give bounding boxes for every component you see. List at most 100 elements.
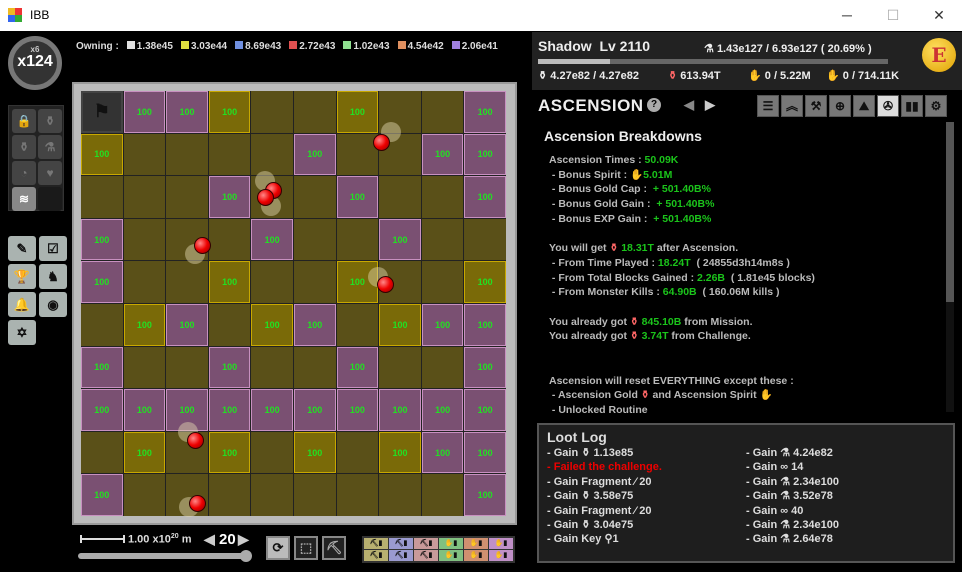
prev-panel-button[interactable]: ◀ <box>684 97 694 112</box>
empty-block[interactable] <box>123 346 166 389</box>
empty-block[interactable] <box>336 474 379 516</box>
empty-block[interactable] <box>166 133 208 176</box>
game-board[interactable]: ⚑ 100 100 100 100 100 100 100 100 100 100 100 100 100… <box>72 82 517 525</box>
empty-block[interactable] <box>251 91 293 133</box>
purple-block[interactable]: 100 <box>251 218 293 261</box>
help-icon[interactable]: ? <box>647 98 661 112</box>
close-button[interactable]: ✕ <box>933 7 945 23</box>
scroll-icon[interactable]: ✎ <box>8 236 36 261</box>
panel-tab-icon[interactable]: ⛰ <box>853 95 875 117</box>
empty-block[interactable] <box>208 474 251 516</box>
panel-tab-icon[interactable]: ☰ <box>757 95 779 117</box>
purple-block[interactable]: 100 <box>123 91 166 133</box>
level-slider[interactable] <box>78 550 252 562</box>
purple-block[interactable]: 100 <box>421 389 464 431</box>
empty-block[interactable] <box>421 261 464 303</box>
purple-block[interactable]: 100 <box>293 389 336 431</box>
flag-block[interactable]: ⚑ <box>81 91 123 133</box>
scroll-thumb[interactable] <box>946 122 954 302</box>
empty-block[interactable] <box>251 431 293 474</box>
monster-ball[interactable] <box>373 134 390 151</box>
empty-block[interactable] <box>81 303 123 346</box>
filter-toggle[interactable]: ⛏▮ <box>364 550 388 561</box>
yellow-block[interactable]: 100 <box>123 303 166 346</box>
monster-ball[interactable] <box>187 432 204 449</box>
empty-block[interactable] <box>293 474 336 516</box>
purple-block[interactable]: 100 <box>208 389 251 431</box>
next-panel-button[interactable]: ▶ <box>705 97 715 112</box>
refresh-button[interactable]: ⟳ <box>266 536 290 560</box>
purple-block[interactable]: 100 <box>208 346 251 389</box>
purple-block[interactable]: 100 <box>336 346 379 389</box>
purple-block[interactable]: 100 <box>464 389 506 431</box>
purple-block[interactable]: 100 <box>81 474 123 516</box>
purple-block[interactable]: 100 <box>251 389 293 431</box>
empty-block[interactable] <box>379 176 421 218</box>
empty-block[interactable] <box>379 346 421 389</box>
empty-block[interactable] <box>421 474 464 516</box>
empty-block[interactable] <box>166 261 208 303</box>
purple-block[interactable]: 100 <box>293 133 336 176</box>
yellow-block[interactable]: 100 <box>464 261 506 303</box>
filter-toggle[interactable]: ⛏▮ <box>414 550 438 561</box>
empty-block[interactable] <box>336 303 379 346</box>
purple-block[interactable]: 100 <box>293 303 336 346</box>
empty-block[interactable] <box>251 474 293 516</box>
panel-tab-icon[interactable]: ⊕ <box>829 95 851 117</box>
panel-tab-icon[interactable]: ▮▮ <box>901 95 923 117</box>
purple-block[interactable]: 100 <box>336 176 379 218</box>
panel-tab-icon[interactable]: ︽ <box>781 95 803 117</box>
filter-toggle[interactable]: ✋▮ <box>464 550 488 561</box>
purple-block[interactable]: 100 <box>421 303 464 346</box>
empty-block[interactable] <box>421 346 464 389</box>
yellow-block[interactable]: 100 <box>379 303 421 346</box>
purple-block[interactable]: 100 <box>81 389 123 431</box>
swirl-icon[interactable]: ◉ <box>39 292 67 317</box>
monster-ball[interactable] <box>377 276 394 293</box>
empty-block[interactable] <box>81 176 123 218</box>
multiplier-badge[interactable]: x6 x124 <box>8 36 62 90</box>
slider-handle[interactable] <box>240 550 252 562</box>
empty-block[interactable] <box>123 261 166 303</box>
empty-block[interactable] <box>123 176 166 218</box>
gold-bag-up-icon[interactable]: ⚱ <box>12 135 36 159</box>
yellow-block[interactable]: 100 <box>123 431 166 474</box>
yellow-block[interactable]: 100 <box>81 133 123 176</box>
filter-toggle[interactable]: ✋▮ <box>489 538 513 549</box>
monster-ball[interactable] <box>194 237 211 254</box>
panel-tab-icon[interactable]: ⚙ <box>925 95 947 117</box>
lock-icon[interactable]: 🔒 <box>12 109 36 133</box>
purple-block[interactable]: 100 <box>421 133 464 176</box>
purple-block[interactable]: 100 <box>464 474 506 516</box>
timer-icon[interactable]: ◔ <box>12 161 36 185</box>
empty-block[interactable] <box>379 91 421 133</box>
empty-block[interactable] <box>166 346 208 389</box>
empty-block[interactable] <box>208 303 251 346</box>
empty-block[interactable] <box>293 346 336 389</box>
yellow-block[interactable]: 100 <box>379 431 421 474</box>
monster-ball[interactable] <box>257 189 274 206</box>
empty-block[interactable] <box>208 133 251 176</box>
purple-block[interactable]: 100 <box>81 261 123 303</box>
purple-block[interactable]: 100 <box>336 389 379 431</box>
trophy-icon[interactable]: 🏆 <box>8 264 36 289</box>
empty-block[interactable] <box>464 218 506 261</box>
empty-block[interactable] <box>293 91 336 133</box>
filter-toggle[interactable]: ⛏▮ <box>414 538 438 549</box>
exp-icon[interactable]: ⚗ <box>38 135 62 159</box>
empty-block[interactable] <box>293 261 336 303</box>
star-gear-icon[interactable]: ✡ <box>8 320 36 345</box>
empty-block[interactable] <box>166 176 208 218</box>
purple-block[interactable]: 100 <box>464 303 506 346</box>
wave-icon[interactable]: ≋ <box>12 187 36 211</box>
empty-block[interactable] <box>293 176 336 218</box>
filter-toggle[interactable]: ⛏▮ <box>389 550 413 561</box>
empty-block[interactable] <box>421 218 464 261</box>
purple-block[interactable]: 100 <box>379 218 421 261</box>
filter-toggle[interactable]: ⛏▮ <box>389 538 413 549</box>
yellow-block[interactable]: 100 <box>251 303 293 346</box>
purple-block[interactable]: 100 <box>379 389 421 431</box>
yellow-block[interactable]: 100 <box>208 91 251 133</box>
panel-tab-icon[interactable]: ⚒ <box>805 95 827 117</box>
empty-block[interactable] <box>379 474 421 516</box>
